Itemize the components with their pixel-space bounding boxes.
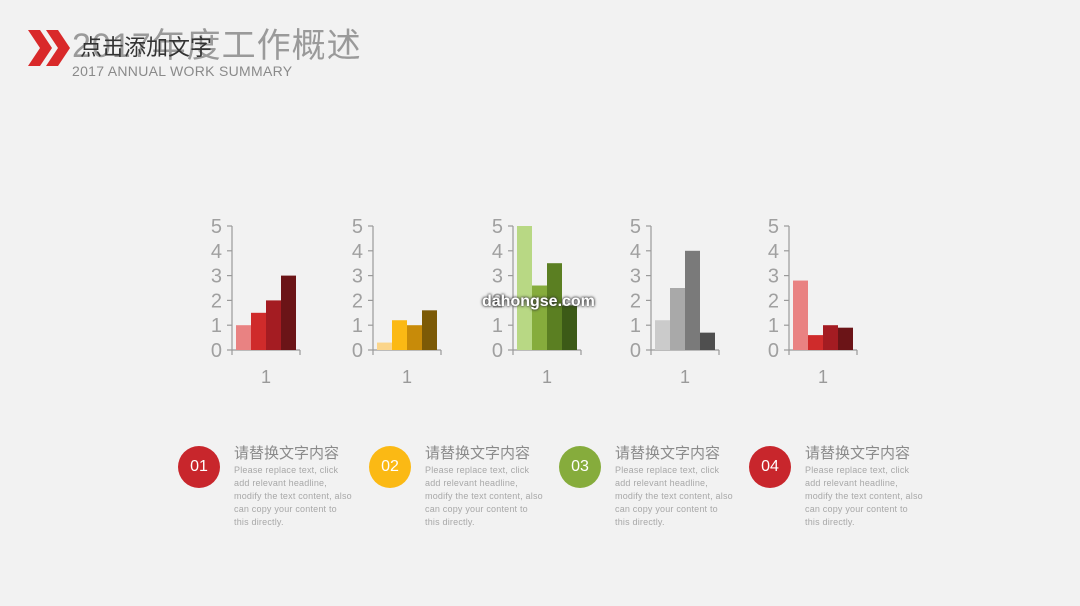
bar-series-3: [823, 325, 838, 350]
y-tick-label: 4: [630, 241, 641, 263]
card-title[interactable]: 请替换文字内容: [805, 445, 911, 462]
page-title: 2017年度工作概述: [72, 27, 362, 65]
bar-series-2: [808, 335, 823, 350]
y-tick-label: 2: [352, 290, 363, 312]
bar-series-3: [407, 325, 422, 350]
y-tick-label: 3: [352, 266, 363, 288]
x-category-label: 1: [402, 367, 412, 387]
y-tick-label: 4: [211, 241, 222, 263]
y-tick-label: 2: [211, 290, 222, 312]
y-tick-label: 3: [492, 266, 503, 288]
bar-series-4: [281, 275, 296, 350]
card-number-badge: 01: [178, 446, 220, 488]
card-body-text[interactable]: Please replace text, click add relevant …: [615, 465, 733, 527]
y-tick-label: 5: [492, 216, 503, 238]
y-tick-label: 5: [352, 216, 363, 238]
info-card-3[interactable]: 03 请替换文字内容 Please replace text, click ad…: [559, 440, 749, 540]
info-card-2[interactable]: 02 请替换文字内容 Please replace text, click ad…: [369, 440, 559, 540]
y-tick-label: 4: [352, 241, 363, 263]
card-body-text[interactable]: Please replace text, click add relevant …: [805, 465, 923, 527]
y-tick-label: 0: [352, 340, 363, 362]
bar-series-4: [838, 327, 853, 350]
title-placeholder-text[interactable]: 点击添加文字: [80, 35, 213, 60]
slide-header: 2017年度工作概述 点击添加文字 2017 ANNUAL WORK SUMMA…: [0, 0, 1080, 90]
y-tick-label: 4: [492, 241, 503, 263]
y-tick-label: 3: [630, 266, 641, 288]
y-tick-label: 1: [492, 315, 503, 337]
bar-series-3: [547, 263, 562, 350]
bar-series-4: [422, 310, 437, 350]
double-chevron-icon: [28, 30, 70, 66]
info-cards: 01 请替换文字内容 Please replace text, click ad…: [0, 440, 1080, 550]
bar-series-2: [392, 320, 407, 350]
y-tick-label: 3: [211, 266, 222, 288]
bar-series-3: [266, 300, 281, 350]
y-tick-label: 5: [768, 216, 779, 238]
y-tick-label: 4: [768, 241, 779, 263]
y-tick-label: 1: [352, 315, 363, 337]
card-number-badge: 03: [559, 446, 601, 488]
bar-series-1: [655, 320, 670, 350]
y-tick-label: 5: [630, 216, 641, 238]
y-tick-label: 5: [211, 216, 222, 238]
bar-series-2: [532, 285, 547, 350]
bar-series-1: [517, 226, 532, 350]
y-tick-label: 0: [211, 340, 222, 362]
y-tick-label: 1: [630, 315, 641, 337]
y-tick-label: 2: [768, 290, 779, 312]
y-tick-label: 0: [768, 340, 779, 362]
card-body-text[interactable]: Please replace text, click add relevant …: [234, 465, 352, 527]
card-title[interactable]: 请替换文字内容: [425, 445, 531, 462]
bar-series-3: [685, 250, 700, 350]
x-category-label: 1: [818, 367, 828, 387]
card-number-badge: 04: [749, 446, 791, 488]
bar-series-2: [670, 288, 685, 350]
y-tick-label: 2: [630, 290, 641, 312]
bar-series-1: [377, 342, 392, 350]
page-subtitle: 2017 ANNUAL WORK SUMMARY: [72, 63, 293, 79]
y-tick-label: 1: [768, 315, 779, 337]
bar-series-2: [251, 312, 266, 350]
bar-series-1: [793, 280, 808, 350]
card-title[interactable]: 请替换文字内容: [615, 445, 721, 462]
y-tick-label: 0: [492, 340, 503, 362]
bar-series-4: [562, 305, 577, 350]
card-body-text[interactable]: Please replace text, click add relevant …: [425, 465, 543, 527]
y-tick-label: 0: [630, 340, 641, 362]
card-title[interactable]: 请替换文字内容: [234, 445, 340, 462]
x-category-label: 1: [542, 367, 552, 387]
info-card-1[interactable]: 01 请替换文字内容 Please replace text, click ad…: [178, 440, 368, 540]
watermark: dahongse.com: [482, 293, 595, 310]
info-card-4[interactable]: 04 请替换文字内容 Please replace text, click ad…: [749, 440, 939, 540]
bar-series-4: [700, 332, 715, 350]
x-category-label: 1: [680, 367, 690, 387]
bar-series-1: [236, 325, 251, 350]
x-category-label: 1: [261, 367, 271, 387]
y-tick-label: 2: [492, 290, 503, 312]
card-number-badge: 02: [369, 446, 411, 488]
y-tick-label: 1: [211, 315, 222, 337]
y-tick-label: 3: [768, 266, 779, 288]
